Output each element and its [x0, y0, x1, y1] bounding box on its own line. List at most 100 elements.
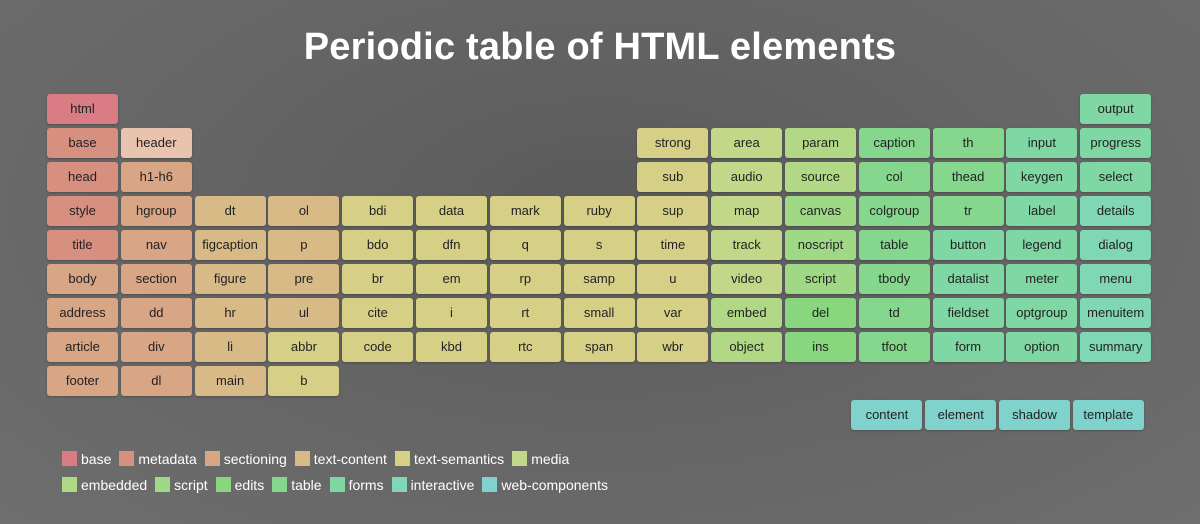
legend-swatch	[482, 477, 498, 493]
element-tile-rtc: rtc	[489, 332, 561, 362]
legend-label: forms	[348, 476, 384, 493]
element-tile-del: del	[785, 298, 856, 328]
element-tile-th: th	[932, 128, 1004, 158]
element-tile-abbr: abbr	[268, 332, 340, 362]
element-tile-label: label	[1006, 196, 1078, 226]
element-tile-section: section	[120, 264, 192, 294]
legend-label: metadata	[138, 450, 197, 467]
element-tile-figure: figure	[194, 264, 266, 294]
legend-item-text-content: text-content	[294, 450, 387, 468]
element-tile-script: script	[785, 264, 856, 294]
element-tile-s: s	[563, 230, 635, 260]
element-tile-button: button	[932, 230, 1004, 260]
element-tile-em: em	[416, 264, 487, 294]
element-tile-embed: embed	[711, 298, 783, 328]
page-title: Periodic table of HTML elements	[303, 26, 897, 68]
element-tile-body: body	[47, 264, 118, 294]
element-tile-pre: pre	[268, 264, 340, 294]
element-tile-form: form	[932, 332, 1004, 362]
element-tile-header: header	[120, 128, 192, 158]
element-tile-tr: tr	[932, 196, 1004, 226]
element-tile-thead: thead	[932, 162, 1004, 192]
element-tile-object: object	[711, 332, 783, 362]
element-tile-dfn: dfn	[416, 230, 487, 260]
element-tile-fieldset: fieldset	[932, 298, 1004, 328]
element-tile-progress: progress	[1080, 128, 1152, 158]
element-tile-content: content	[851, 400, 923, 430]
element-tile-dt: dt	[194, 196, 266, 226]
element-tile-hgroup: hgroup	[120, 196, 192, 226]
legend-swatch	[62, 451, 77, 467]
legend-item-sectioning: sectioning	[204, 450, 287, 468]
element-tile-meter: meter	[1006, 264, 1078, 294]
legend-label: media	[531, 450, 570, 467]
element-tile-base: base	[47, 128, 118, 158]
element-tile-element: element	[925, 400, 997, 430]
element-tile-input: input	[1006, 128, 1078, 158]
legend-item-edits: edits	[215, 476, 264, 494]
element-tile-rt: rt	[489, 298, 561, 328]
element-tile-map: map	[711, 196, 783, 226]
legend-swatch	[391, 477, 407, 493]
element-tile-tbody: tbody	[858, 264, 930, 294]
element-tile-article: article	[47, 332, 118, 362]
legend-label: text-semantics	[413, 450, 505, 467]
element-tile-table: table	[858, 230, 930, 260]
element-tile-col: col	[858, 162, 930, 192]
legend-swatch	[204, 451, 220, 467]
legend-swatch	[329, 477, 345, 493]
element-tile-kbd: kbd	[416, 332, 487, 362]
legend-item-web-components: web-components	[482, 476, 608, 494]
legend-item-base: base	[62, 450, 111, 468]
element-tile-address: address	[47, 298, 118, 328]
element-tile-figcaption: figcaption	[194, 230, 266, 260]
element-tile-wbr: wbr	[637, 332, 709, 362]
legend-swatch	[272, 477, 288, 493]
legend-label: interactive	[410, 476, 475, 493]
element-tile-q: q	[489, 230, 561, 260]
legend-swatch	[394, 451, 410, 467]
element-tile-strong: strong	[637, 128, 709, 158]
element-tile-title: title	[47, 230, 118, 260]
element-tile-cite: cite	[342, 298, 414, 328]
legend-swatch	[119, 451, 135, 467]
element-tile-area: area	[711, 128, 783, 158]
element-tile-tfoot: tfoot	[858, 332, 930, 362]
element-tile-p: p	[268, 230, 340, 260]
element-tile-bdo: bdo	[342, 230, 414, 260]
element-tile-html: html	[47, 94, 118, 124]
legend-item-text-semantics: text-semantics	[394, 450, 505, 468]
legend-item-metadata: metadata	[119, 450, 197, 468]
legend-swatch	[294, 451, 310, 467]
legend-label: table	[291, 476, 322, 493]
element-tile-head: head	[47, 162, 118, 192]
element-tile-output: output	[1080, 94, 1152, 124]
legend-item-embedded: embedded	[62, 476, 147, 494]
element-tile-ruby: ruby	[563, 196, 635, 226]
element-tile-legend: legend	[1006, 230, 1078, 260]
element-tile-details: details	[1080, 196, 1152, 226]
legend-label: base	[81, 450, 112, 467]
legend-item-table: table	[272, 476, 322, 494]
element-tile-dialog: dialog	[1080, 230, 1152, 260]
element-tile-h1-h6: h1-h6	[120, 162, 192, 192]
element-tile-sup: sup	[637, 196, 709, 226]
legend-label: text-content	[313, 450, 387, 467]
element-tile-summary: summary	[1080, 332, 1152, 362]
element-tile-track: track	[711, 230, 783, 260]
element-tile-u: u	[637, 264, 709, 294]
element-tile-small: small	[563, 298, 635, 328]
element-tile-dl: dl	[120, 366, 192, 396]
legend-swatch	[155, 477, 171, 493]
element-tile-source: source	[785, 162, 856, 192]
element-tile-keygen: keygen	[1006, 162, 1078, 192]
element-tile-menu: menu	[1080, 264, 1152, 294]
element-tile-nav: nav	[120, 230, 192, 260]
element-tile-caption: caption	[858, 128, 930, 158]
element-tile-data: data	[416, 196, 487, 226]
element-tile-shadow: shadow	[999, 400, 1071, 430]
legend-item-forms: forms	[329, 476, 384, 494]
element-tile-style: style	[47, 196, 118, 226]
element-tile-hr: hr	[194, 298, 266, 328]
